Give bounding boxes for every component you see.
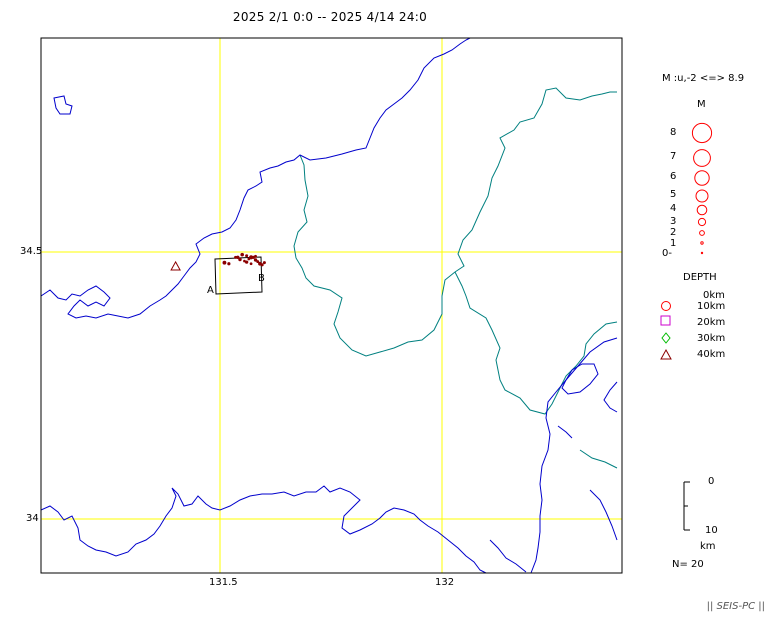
depth-header: DEPTH [683, 272, 717, 283]
depth-30km-symbol [661, 332, 671, 344]
event-marker [170, 260, 181, 271]
lon-tick-132: 132 [435, 577, 455, 588]
lon-tick-131-5: 131.5 [209, 577, 238, 588]
grid-lines [41, 38, 622, 573]
map-title: 2025 2/1 0:0 -- 2025 4/14 24:0 [232, 10, 428, 24]
event-marker [249, 262, 253, 266]
event-markers [170, 252, 266, 271]
magnitude-legend-circle [697, 217, 707, 227]
event-marker [260, 263, 264, 267]
depth-label-0: 0km [703, 290, 725, 301]
depth-label-10: 10km [697, 301, 726, 312]
coastline [40, 37, 618, 574]
depth-20km-symbol [660, 315, 671, 326]
event-marker [243, 259, 246, 263]
depth-40km-symbol [660, 348, 672, 360]
scale-bottom-label: 10 [705, 525, 718, 536]
event-marker [240, 252, 244, 257]
magnitude-legend-circle [696, 204, 708, 216]
depth-legend-symbols [660, 301, 672, 360]
magnitude-legend-circle [700, 251, 704, 255]
mag-label-0: 0- [662, 248, 672, 259]
cross-section-box [214, 256, 263, 295]
mag-label-1: 1 [670, 238, 677, 249]
event-marker [253, 258, 258, 262]
mag-label-2: 2 [670, 227, 677, 238]
scale-unit-label: km [700, 541, 716, 552]
mag-label-8: 8 [670, 127, 677, 138]
event-marker [251, 255, 255, 259]
magnitude-legend-circle [695, 189, 709, 203]
event-marker [245, 254, 249, 258]
magnitude-legend-circle [691, 122, 713, 144]
magnitude-legend-symbols [691, 122, 713, 255]
event-marker [244, 260, 249, 264]
magnitude-legend-circle [694, 170, 710, 186]
event-count: N= 20 [672, 559, 704, 570]
mag-label-3: 3 [670, 216, 677, 227]
depth-scale-bar [683, 481, 690, 531]
mag-label-6: 6 [670, 171, 677, 182]
event-marker [262, 261, 266, 265]
event-marker [247, 257, 251, 261]
event-marker [234, 255, 237, 259]
event-marker [238, 257, 242, 262]
depth-label-20: 20km [697, 317, 726, 328]
event-marker [254, 254, 257, 258]
map-frame [40, 37, 623, 574]
magnitude-legend-circle [700, 241, 704, 245]
depth-label-30: 30km [697, 333, 726, 344]
event-marker [222, 260, 227, 265]
lat-tick-34: 34 [26, 513, 39, 524]
depth-10km-symbol [661, 301, 671, 311]
scale-top-label: 0 [708, 476, 715, 487]
magnitude-legend-circle [699, 230, 705, 236]
event-marker [256, 260, 260, 264]
software-footer: || SEIS-PC || [706, 601, 765, 612]
cross-section-end-label: B [258, 273, 265, 284]
depth-label-40: 40km [697, 349, 726, 360]
cross-section-start-label: A [207, 285, 214, 296]
mag-label-5: 5 [670, 189, 677, 200]
prefecture-boundary [293, 87, 618, 469]
event-marker [227, 262, 231, 266]
mag-label-7: 7 [670, 151, 677, 162]
lat-tick-34-5: 34.5 [20, 246, 43, 257]
magnitude-range: M :u,-2 <=> 8.9 [662, 73, 745, 84]
mag-label-4: 4 [670, 203, 677, 214]
magnitude-legend-circle [693, 149, 711, 167]
magnitude-header: M [697, 99, 706, 110]
